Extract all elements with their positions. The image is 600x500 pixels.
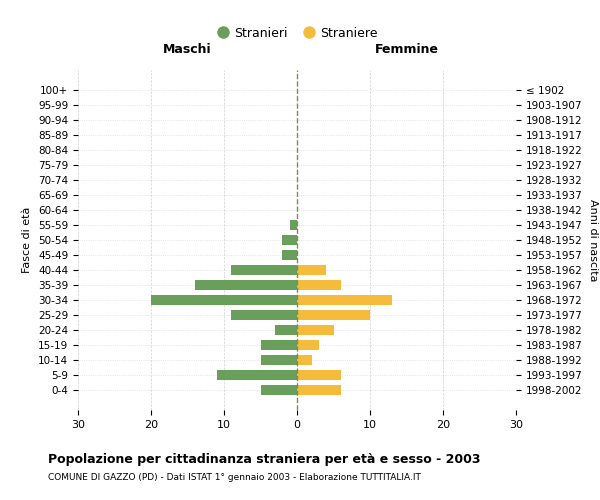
- Bar: [232, 265, 297, 275]
- Bar: [297, 340, 319, 349]
- Bar: [283, 250, 297, 260]
- Bar: [232, 310, 297, 320]
- Text: Femmine: Femmine: [374, 44, 439, 57]
- Bar: [297, 385, 341, 394]
- Bar: [297, 355, 311, 364]
- Text: Maschi: Maschi: [163, 44, 212, 57]
- Bar: [275, 325, 297, 334]
- Bar: [260, 355, 297, 364]
- Y-axis label: Anni di nascita: Anni di nascita: [588, 198, 598, 281]
- Bar: [297, 325, 334, 334]
- Text: COMUNE DI GAZZO (PD) - Dati ISTAT 1° gennaio 2003 - Elaborazione TUTTITALIA.IT: COMUNE DI GAZZO (PD) - Dati ISTAT 1° gen…: [48, 472, 421, 482]
- Bar: [260, 385, 297, 394]
- Bar: [283, 235, 297, 245]
- Text: Popolazione per cittadinanza straniera per età e sesso - 2003: Popolazione per cittadinanza straniera p…: [48, 452, 481, 466]
- Bar: [297, 280, 341, 290]
- Bar: [297, 265, 326, 275]
- Bar: [195, 280, 297, 290]
- Bar: [260, 340, 297, 349]
- Y-axis label: Fasce di età: Fasce di età: [22, 207, 32, 273]
- Bar: [297, 370, 341, 380]
- Legend: Stranieri, Straniere: Stranieri, Straniere: [212, 22, 383, 45]
- Bar: [151, 295, 297, 304]
- Bar: [297, 310, 370, 320]
- Bar: [217, 370, 297, 380]
- Bar: [297, 295, 392, 304]
- Bar: [290, 220, 297, 230]
